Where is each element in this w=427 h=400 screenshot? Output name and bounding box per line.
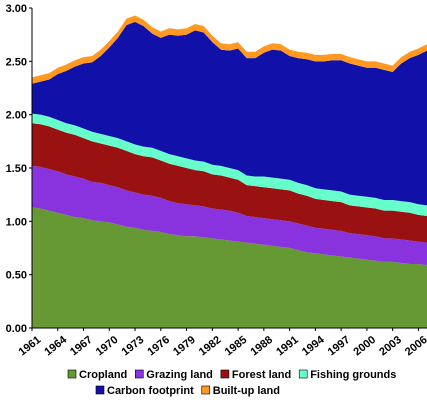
y-tick-label: 0.00 [6,323,27,335]
x-tick-label: 1967 [68,334,95,359]
x-tick-label: 1976 [145,334,172,359]
legend-label-built-up-land: Built-up land [213,385,280,397]
x-tick-label: 2006 [403,334,427,359]
x-tick-label: 1994 [300,333,327,358]
legend-swatch-fishing-grounds [298,369,308,379]
y-tick-label: 3.00 [6,3,27,15]
legend: Cropland Grazing land Forest land Fishing g… [67,369,396,397]
x-tick-label: 1964 [42,333,69,358]
legend-label-fishing-grounds: Fishing grounds [310,369,396,381]
y-tick-label: 1.50 [6,163,27,175]
x-tick-label: 1970 [94,334,121,359]
legend-swatch-grazing-land [134,369,144,379]
series-area-grazing-land [32,165,427,266]
legend-label-cropland: Cropland [79,369,127,381]
x-tick-label: 2003 [377,334,404,359]
x-tick-label: 1988 [248,334,275,359]
x-tick-label: 1997 [326,334,353,359]
series-area-built-up-land [32,15,427,84]
x-tick-label: 1979 [171,334,198,359]
y-tick-label: 2.50 [6,56,27,68]
x-tick-label: 1985 [223,334,250,359]
area-layers [32,15,427,328]
y-tick-label: 0.50 [6,270,27,282]
legend-label-forest-land: Forest land [232,369,291,381]
x-tick-label: 1991 [274,334,301,359]
x-tick-label: 1961 [17,334,44,359]
y-axis-ticks: 0.00 0.50 1.00 1.50 2.00 2.50 3.00 [6,3,32,335]
series-area-carbon-footprint [32,21,427,206]
legend-swatch-carbon-footprint [95,385,105,395]
x-tick-label: 1973 [120,334,147,359]
legend-swatch-built-up-land [201,385,211,395]
legend-label-grazing-land: Grazing land [146,369,213,381]
x-tick-label: 1982 [197,334,224,359]
series-area-forest-land [32,123,427,243]
legend-swatch-cropland [67,369,77,379]
x-tick-label: 2000 [351,334,378,359]
y-tick-label: 2.00 [6,110,27,122]
series-area-fishing-grounds [32,113,427,216]
y-tick-label: 1.00 [6,216,27,228]
x-axis-ticks: 1961 1964 1967 1970 1973 1976 1979 1982 1985 1988… [17,328,427,358]
series-area-cropland [32,207,427,328]
legend-swatch-forest-land [220,369,230,379]
legend-label-carbon-footprint: Carbon footprint [107,385,194,397]
